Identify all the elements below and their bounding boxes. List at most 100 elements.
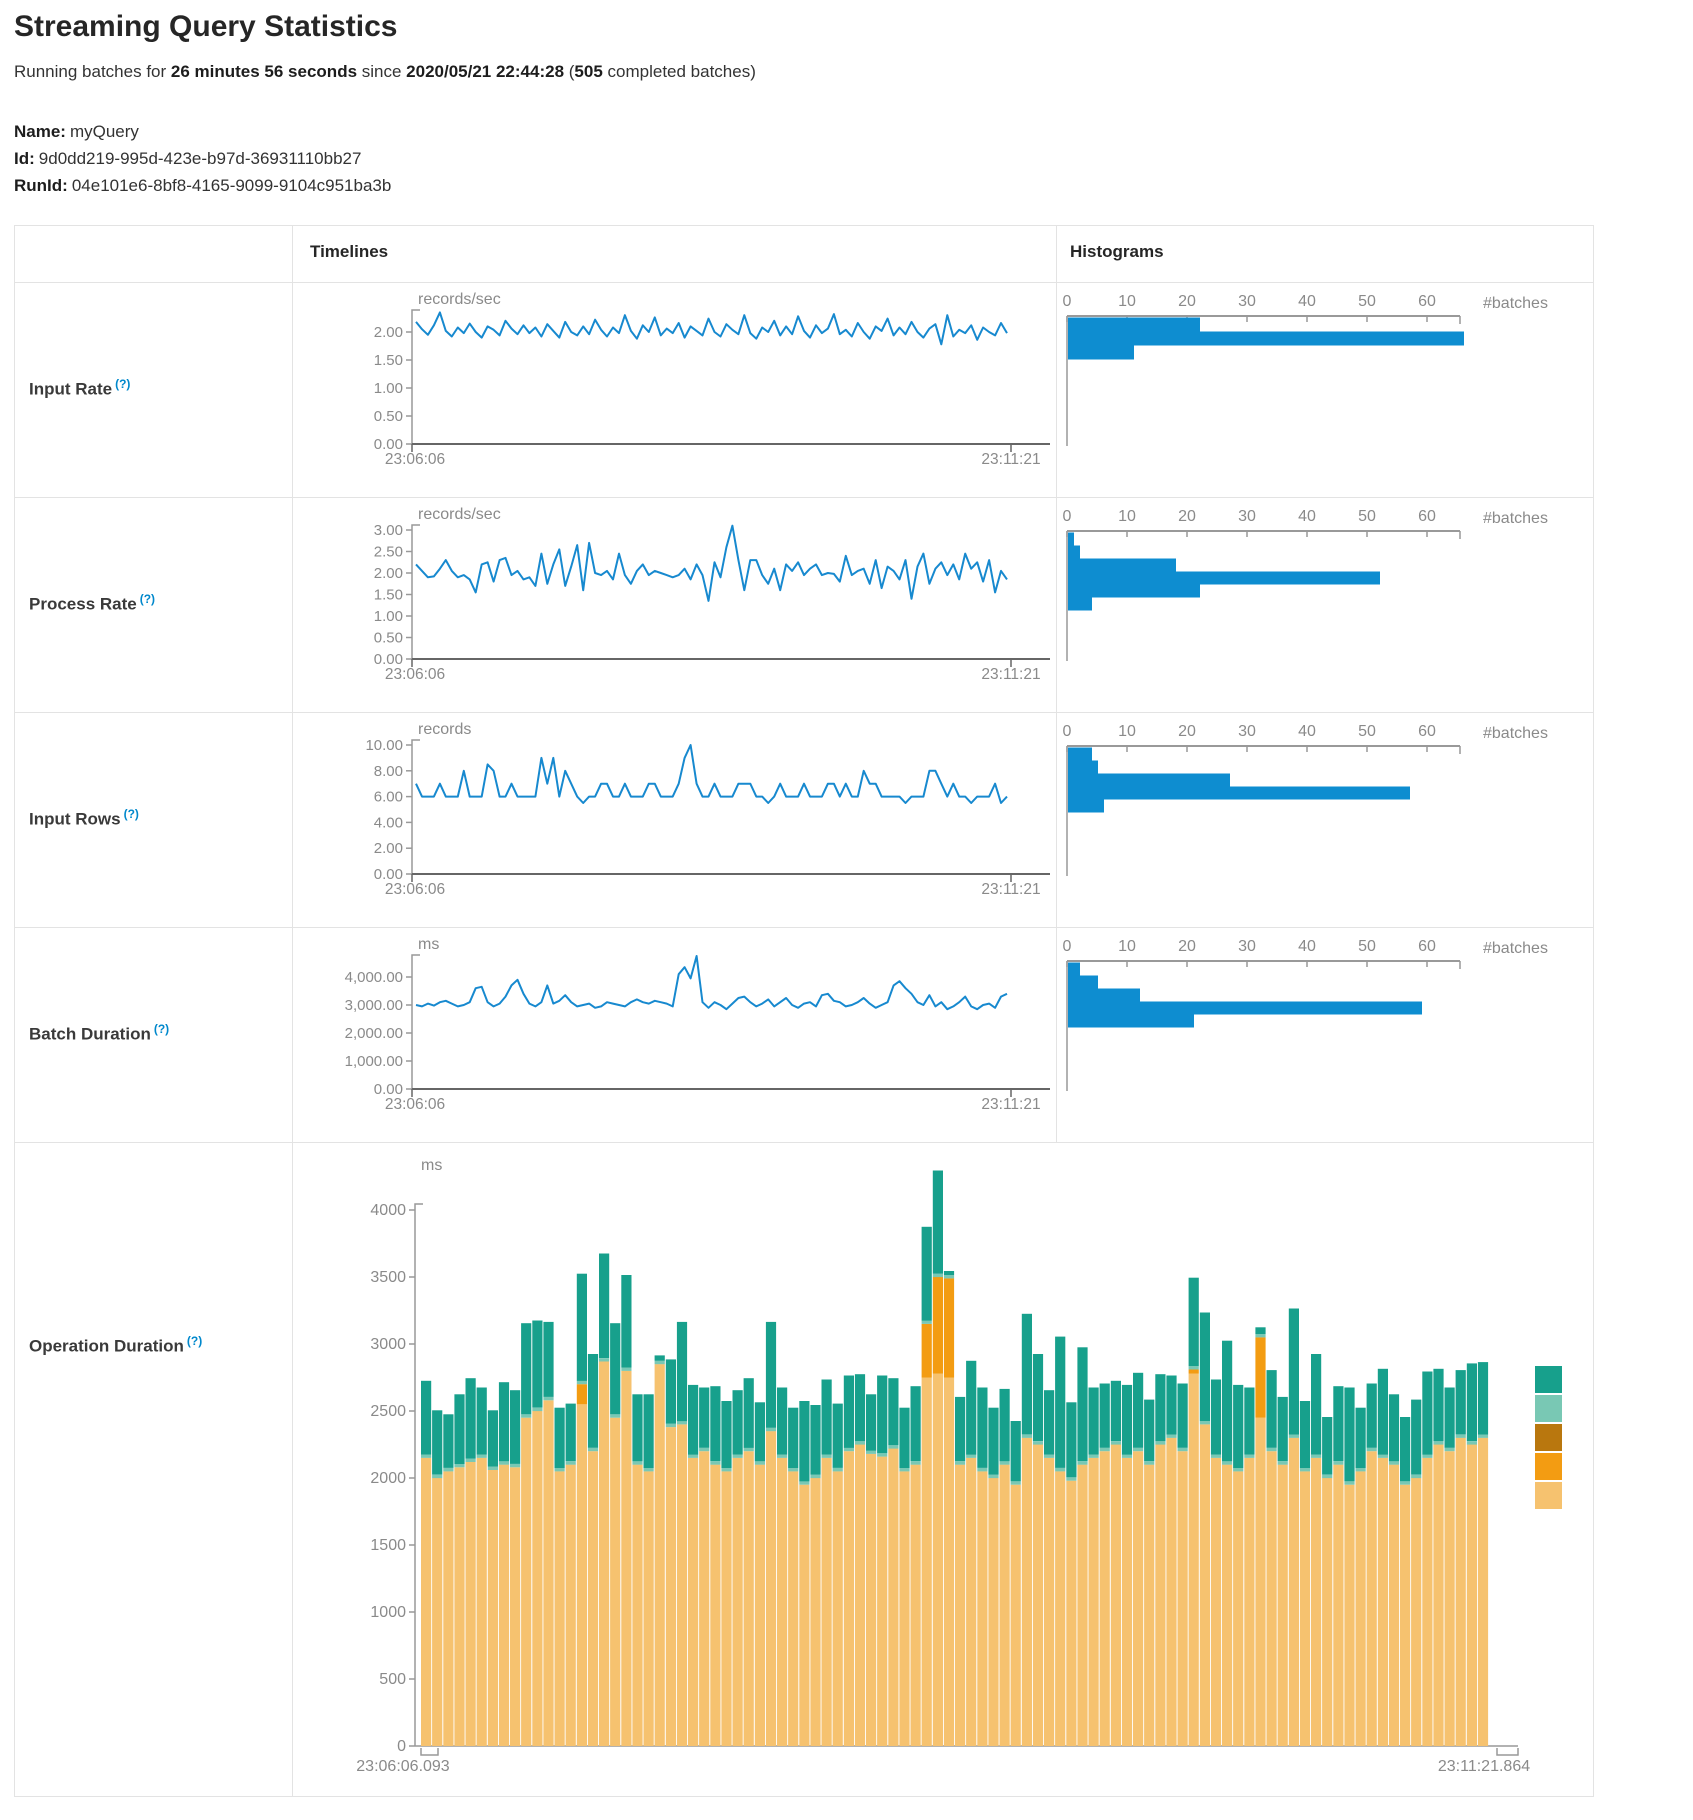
svg-text:#batches: #batches [1483,725,1548,742]
svg-text:50: 50 [1358,293,1376,310]
svg-text:40: 40 [1298,938,1316,955]
svg-text:0.00: 0.00 [374,866,403,883]
svg-text:4.00: 4.00 [374,814,403,831]
help-process-rate[interactable]: (?) [139,592,156,606]
svg-text:30: 30 [1238,293,1256,310]
row-label-operation-duration: Operation Duration (?) [29,1334,202,1357]
svg-text:0.50: 0.50 [374,630,403,647]
svg-text:1000: 1000 [370,1604,406,1621]
svg-text:40: 40 [1298,508,1316,525]
row-label-process-rate: Process Rate (?) [29,592,155,615]
svg-text:23:11:21.864: 23:11:21.864 [1438,1758,1530,1775]
svg-text:1.50: 1.50 [374,352,403,369]
help-batch-duration[interactable]: (?) [153,1022,170,1036]
svg-text:30: 30 [1238,723,1256,740]
svg-text:1.00: 1.00 [374,380,403,397]
svg-text:#batches: #batches [1483,510,1548,527]
row-label-text: Input Rate [29,379,113,399]
svg-text:3500: 3500 [370,1269,406,1286]
svg-text:500: 500 [379,1671,406,1688]
summary-start-time: 2020/05/21 22:44:28 [406,62,565,81]
legend-swatch-teal [1535,1366,1562,1393]
svg-text:50: 50 [1358,508,1376,525]
svg-text:2,000.00: 2,000.00 [345,1025,403,1042]
query-name-value: myQuery [69,122,139,141]
summary-middle: since [357,62,407,81]
query-runid-value: 04e101e6-8bf8-4165-9099-9104c951ba3b [71,176,392,195]
svg-text:23:11:21: 23:11:21 [981,881,1040,898]
svg-text:2.00: 2.00 [374,324,403,341]
svg-text:0: 0 [1063,508,1072,525]
svg-text:2.00: 2.00 [374,840,403,857]
svg-text:30: 30 [1238,508,1256,525]
svg-text:23:06:06: 23:06:06 [385,666,445,683]
batch-duration-timeline-chart: ms4,000.003,000.002,000.001,000.000.0023… [345,936,1050,1113]
svg-text:#batches: #batches [1483,295,1548,312]
svg-text:6.00: 6.00 [374,789,403,806]
svg-text:23:06:06: 23:06:06 [385,1096,445,1113]
query-id-value: 9d0dd219-995d-423e-b97d-36931110bb27 [38,149,362,168]
svg-text:0.50: 0.50 [374,408,403,425]
input-rate-histogram-chart: 0 10 20 30 40 50 60 #batches [1063,293,1548,446]
help-input-rate[interactable]: (?) [115,377,131,391]
svg-text:23:11:21: 23:11:21 [981,1096,1040,1113]
svg-text:4000: 4000 [370,1202,406,1219]
svg-text:40: 40 [1298,723,1316,740]
svg-text:50: 50 [1358,723,1376,740]
svg-text:3000: 3000 [370,1336,406,1353]
row-label-input-rows: Input Rows (?) [29,807,139,830]
svg-text:0.00: 0.00 [374,651,403,668]
help-operation-duration[interactable]: (?) [186,1334,203,1348]
summary-suffix: completed batches) [602,62,756,81]
svg-text:records/sec: records/sec [418,506,501,523]
svg-text:0: 0 [1063,293,1072,310]
legend-swatch-light-teal [1535,1395,1562,1422]
svg-text:0: 0 [1063,938,1072,955]
svg-text:0.00: 0.00 [374,1081,403,1098]
svg-text:10: 10 [1118,508,1136,525]
svg-text:10: 10 [1118,293,1136,310]
svg-text:1.50: 1.50 [374,587,403,604]
query-runid-label: RunId: [14,176,68,195]
svg-text:60: 60 [1418,508,1436,525]
svg-text:20: 20 [1178,508,1196,525]
svg-text:23:11:21: 23:11:21 [981,666,1040,683]
svg-text:0: 0 [397,1738,406,1755]
query-name-line: Name: myQuery [14,118,391,145]
header-divider [15,282,1593,283]
row-divider [15,497,1593,498]
row-label-text: Input Rows [29,809,121,829]
operation-duration-chart: ms 4000 3500 3000 2500 2000 1500 1000 500 0 23:06:… [356,1157,1562,1775]
svg-text:3,000.00: 3,000.00 [345,997,403,1014]
svg-text:20: 20 [1178,723,1196,740]
column-header-timelines: Timelines [310,242,389,261]
svg-text:ms: ms [421,1157,442,1174]
svg-text:10: 10 [1118,723,1136,740]
help-input-rows[interactable]: (?) [123,807,139,821]
svg-text:0.00: 0.00 [374,436,403,453]
svg-text:23:06:06: 23:06:06 [385,881,445,898]
legend-swatch-orange [1535,1453,1562,1480]
svg-text:2500: 2500 [370,1403,406,1420]
svg-text:1,000.00: 1,000.00 [345,1053,403,1070]
batch-duration-histogram-chart: 0 10 20 30 40 50 60 #batches [1063,938,1548,1091]
svg-text:20: 20 [1178,293,1196,310]
summary-prefix: Running batches for [14,62,171,81]
svg-text:8.00: 8.00 [374,763,403,780]
summary-batch-count: 505 [574,62,603,81]
svg-text:60: 60 [1418,938,1436,955]
svg-text:records/sec: records/sec [418,291,501,308]
page-title: Streaming Query Statistics [14,10,398,43]
query-runid-line: RunId: 04e101e6-8bf8-4165-9099-9104c951ba… [14,172,391,199]
statistics-table: Timelines Histograms Input Rate (?) Proce… [14,225,1594,1797]
query-name-label: Name: [14,122,66,141]
input-rows-histogram-chart: 0 10 20 30 40 50 60 #batches [1063,723,1548,876]
svg-text:23:11:21: 23:11:21 [981,451,1040,468]
svg-text:1500: 1500 [370,1537,406,1554]
row-label-text: Process Rate [29,594,137,614]
svg-text:2.00: 2.00 [374,565,403,582]
legend-swatch-dark-gold [1535,1424,1562,1451]
svg-text:0: 0 [1063,723,1072,740]
